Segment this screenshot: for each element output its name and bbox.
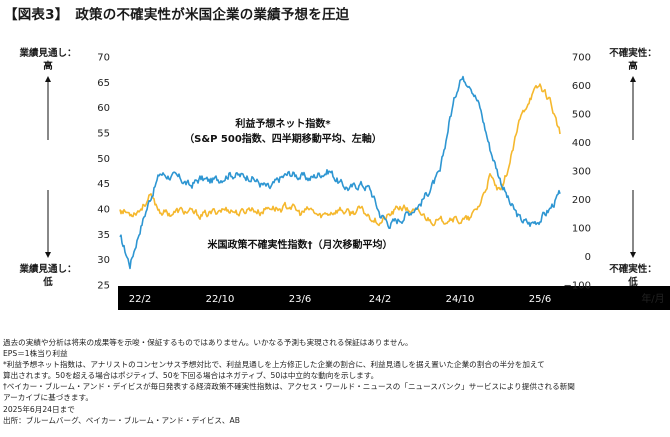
right-axis-tick-label: 200 (572, 195, 591, 206)
footnote-uncertainty-definition-1: †ベイカー・ブルーム・アンド・デイビスが毎日発表する経済政策不確実性指数は、アク… (3, 382, 575, 392)
left-axis-tick-label: 70 (97, 53, 110, 64)
left-axis-top-label: 業績見通し： 高 (18, 47, 78, 73)
left-axis-tick-label: 50 (97, 154, 110, 165)
footnote-index-definition-2: 算出されます。50を超える場合はポジティブ、50を下回る場合はネガティブ、50は… (3, 371, 379, 381)
footnotes: 過去の実績や分析は将来の成果等を示唆・保証するものではありません。いかなる予測も… (3, 337, 667, 426)
left-axis-tick-label: 35 (97, 230, 110, 241)
right-axis-top-label: 不確実性： 高 (600, 47, 666, 73)
right-axis-bottom-label-line2: 低 (628, 277, 638, 288)
x-axis-tick-label: 24/2 (369, 294, 391, 305)
right-axis-bottom-label: 不確実性： 低 (600, 263, 666, 289)
x-axis-label: 年/月 (641, 292, 664, 305)
right-axis-tick-label: 100 (572, 224, 591, 235)
left-axis-bottom-label: 業績見通し： 低 (18, 263, 78, 289)
eps-series-annotation-line2: （S&P 500指数、四半期移動平均、左軸） (184, 132, 382, 145)
policy-uncertainty-line (119, 83, 561, 227)
right-axis-top-label-line1: 不確実性： (609, 48, 657, 59)
x-axis-tick-label: 25/6 (529, 294, 551, 305)
left-axis-tick-label: 30 (97, 255, 110, 266)
right-axis-tick-label: 700 (572, 53, 591, 64)
x-axis-tick-label: 24/10 (446, 294, 475, 305)
x-axis-band (118, 286, 670, 310)
left-axis-tick-label: 45 (97, 179, 110, 190)
left-axis-bottom-label-line2: 低 (43, 277, 53, 288)
right-axis-tick-label: 600 (572, 81, 591, 92)
left-axis-tick-label: 40 (97, 205, 110, 216)
left-axis-tick-label: 65 (97, 78, 110, 89)
chart-title: 【図表3】 政策の不確実性が米国企業の業績予想を圧迫 (4, 7, 350, 23)
right-axis-tick-label: 400 (572, 138, 591, 149)
right-axis-tick-label: 500 (572, 110, 591, 121)
left-axis-tick-label: 55 (97, 129, 110, 140)
right-axis-bottom-label-line1: 不確実性： (609, 264, 657, 275)
left-axis-tick-label: 25 (97, 281, 110, 292)
x-axis-tick-label: 23/6 (289, 294, 311, 305)
footnote-date: 2025年6月24日まで (3, 404, 75, 414)
left-axis-top-label-line1: 業績見通し： (19, 48, 77, 59)
left-axis-tick-label: 60 (97, 103, 110, 114)
footnote-uncertainty-definition-2: アーカイブに基づきます。 (3, 393, 93, 403)
x-axis-tick-label: 22/10 (206, 294, 235, 305)
x-axis-tick-label: 22/2 (129, 294, 151, 305)
right-axis-tick-label: 0 (585, 252, 591, 263)
footnote-eps: EPS＝1株当り利益 (3, 349, 68, 359)
uncertainty-series-annotation: 米国政策不確実性指数†（月次移動平均） (208, 238, 393, 251)
left-axis-top-label-line2: 高 (43, 61, 53, 72)
right-axis-tick-label: 300 (572, 167, 591, 178)
line-chart: 25 30 35 40 45 50 55 60 65 70 −100 0 100 200 300 400 50… (45, 53, 670, 310)
eps-revision-line (119, 75, 561, 270)
right-axis-top-label-line2: 高 (628, 61, 638, 72)
eps-series-annotation-line1: 利益予想ネット指数* (235, 117, 331, 130)
footnote-disclaimer: 過去の実績や分析は将来の成果等を示唆・保証するものではありません。いかなる予測も… (3, 338, 413, 347)
footnote-index-definition-1: *利益予想ネット指数は、アナリストのコンセンサス予想対比で、利益見通しを上方修正… (3, 360, 545, 370)
right-axis-tick-label: −100 (564, 281, 591, 292)
footnote-source: 出所：ブルームバーグ、ベイカー・ブルーム・アンド・デイビス、AB (3, 415, 240, 425)
left-axis-bottom-label-line1: 業績見通し： (19, 264, 77, 275)
